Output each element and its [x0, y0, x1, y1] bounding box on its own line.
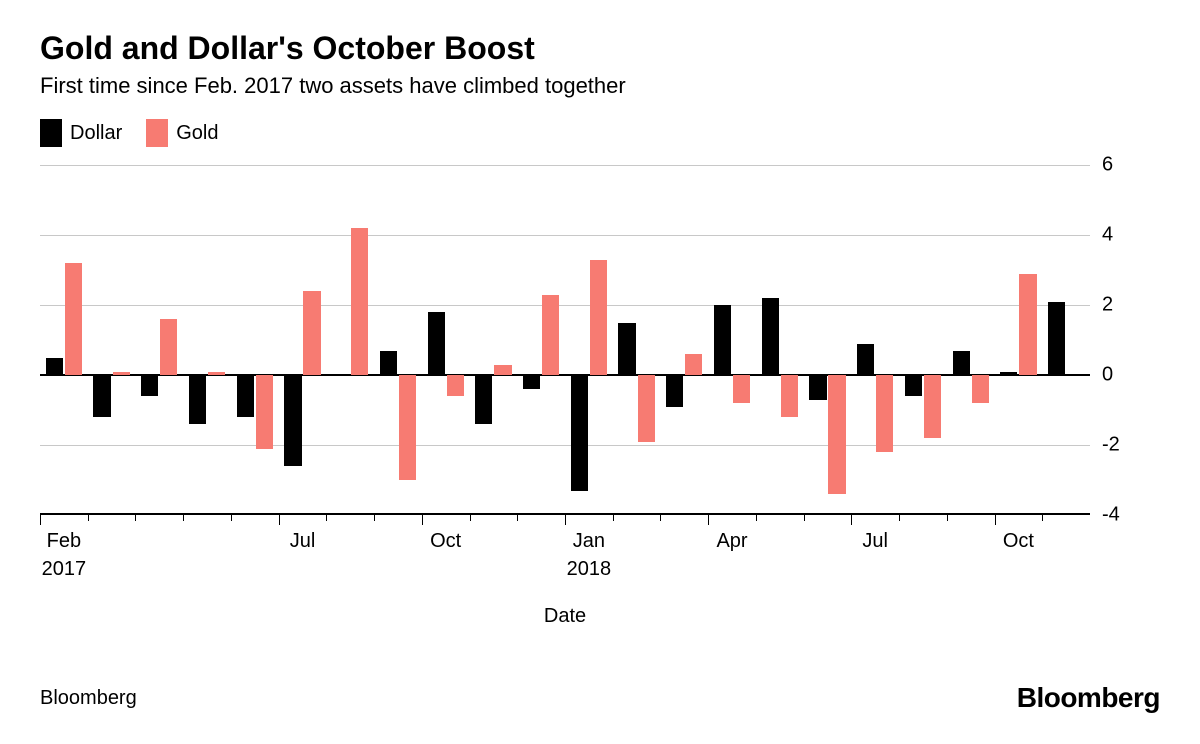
x-tick-major	[40, 515, 41, 525]
x-tick	[88, 515, 89, 521]
bar-dollar	[523, 375, 540, 389]
bar-dollar	[618, 323, 635, 376]
plot-area	[40, 165, 1090, 515]
chart-title: Gold and Dollar's October Boost	[40, 30, 1160, 67]
bar-dollar	[141, 375, 158, 396]
bar-gold	[399, 375, 416, 480]
bar-dollar	[809, 375, 826, 400]
bar-gold	[256, 375, 273, 449]
bar-dollar	[857, 344, 874, 376]
x-tick-label: Jan 2018	[567, 527, 612, 583]
x-tick	[804, 515, 805, 521]
bar-gold	[447, 375, 464, 396]
x-tick-label: Oct	[1003, 527, 1034, 555]
y-tick-label: 0	[1102, 364, 1113, 387]
x-tick	[660, 515, 661, 521]
bar-gold	[876, 375, 893, 452]
bar-gold	[494, 365, 511, 376]
y-tick-label: -2	[1102, 434, 1120, 457]
legend-label-dollar: Dollar	[70, 122, 122, 145]
bar-dollar	[1048, 302, 1065, 376]
chart-subtitle: First time since Feb. 2017 two assets ha…	[40, 73, 1160, 99]
bar-gold	[685, 354, 702, 375]
gridline	[40, 445, 1090, 446]
bar-dollar	[428, 312, 445, 375]
y-tick-label: 4	[1102, 224, 1113, 247]
bar-gold	[351, 228, 368, 375]
x-tick	[135, 515, 136, 521]
legend-label-gold: Gold	[176, 122, 218, 145]
bar-gold	[113, 372, 130, 376]
x-tick	[1042, 515, 1043, 521]
source-attribution: Bloomberg	[40, 687, 137, 710]
x-tick	[183, 515, 184, 521]
bar-gold	[160, 319, 177, 375]
bar-dollar	[762, 298, 779, 375]
x-tick-label: Feb 2017	[42, 527, 87, 583]
legend-item-dollar: Dollar	[40, 119, 122, 147]
legend-swatch-dollar	[40, 119, 62, 147]
bar-gold	[781, 375, 798, 417]
bar-dollar	[237, 375, 254, 417]
bar-gold	[638, 375, 655, 442]
bar-dollar	[284, 375, 301, 466]
x-tick	[374, 515, 375, 521]
bar-dollar	[571, 375, 588, 491]
y-tick-label: 6	[1102, 154, 1113, 177]
bar-dollar	[666, 375, 683, 407]
x-tick-major	[851, 515, 852, 525]
legend: Dollar Gold	[40, 119, 1160, 147]
bar-dollar	[475, 375, 492, 424]
x-tick	[517, 515, 518, 521]
x-axis-title: Date	[40, 605, 1090, 628]
bar-gold	[590, 260, 607, 376]
x-tick	[326, 515, 327, 521]
chart-area: Date -4-20246Feb 2017JulOctJan 2018AprJu…	[40, 165, 1160, 585]
x-tick	[470, 515, 471, 521]
bar-gold	[924, 375, 941, 438]
x-tick-major	[422, 515, 423, 525]
legend-item-gold: Gold	[146, 119, 218, 147]
bar-dollar	[905, 375, 922, 396]
x-tick-major	[279, 515, 280, 525]
bar-gold	[542, 295, 559, 376]
bar-gold	[733, 375, 750, 403]
x-tick-label: Oct	[430, 527, 461, 555]
bar-dollar	[46, 358, 63, 376]
bar-gold	[828, 375, 845, 494]
bar-dollar	[189, 375, 206, 424]
gridline	[40, 305, 1090, 306]
y-tick-label: 2	[1102, 294, 1113, 317]
x-tick-label: Jul	[862, 527, 888, 555]
bar-dollar	[93, 375, 110, 417]
bar-dollar	[714, 305, 731, 375]
brand-logo: Bloomberg	[1017, 682, 1160, 714]
y-tick-label: -4	[1102, 504, 1120, 527]
bar-gold	[65, 263, 82, 375]
bar-gold	[303, 291, 320, 375]
bar-gold	[208, 372, 225, 376]
gridline	[40, 235, 1090, 236]
x-tick	[899, 515, 900, 521]
x-tick-major	[565, 515, 566, 525]
x-tick-label: Jul	[290, 527, 316, 555]
x-tick	[231, 515, 232, 521]
x-tick	[947, 515, 948, 521]
x-tick	[756, 515, 757, 521]
bar-gold	[972, 375, 989, 403]
bar-dollar	[1000, 372, 1017, 376]
bar-gold	[1019, 274, 1036, 376]
bar-dollar	[953, 351, 970, 376]
x-tick	[613, 515, 614, 521]
x-tick-label: Apr	[716, 527, 747, 555]
gridline	[40, 165, 1090, 166]
bar-dollar	[380, 351, 397, 376]
x-tick-major	[995, 515, 996, 525]
legend-swatch-gold	[146, 119, 168, 147]
x-tick-major	[708, 515, 709, 525]
